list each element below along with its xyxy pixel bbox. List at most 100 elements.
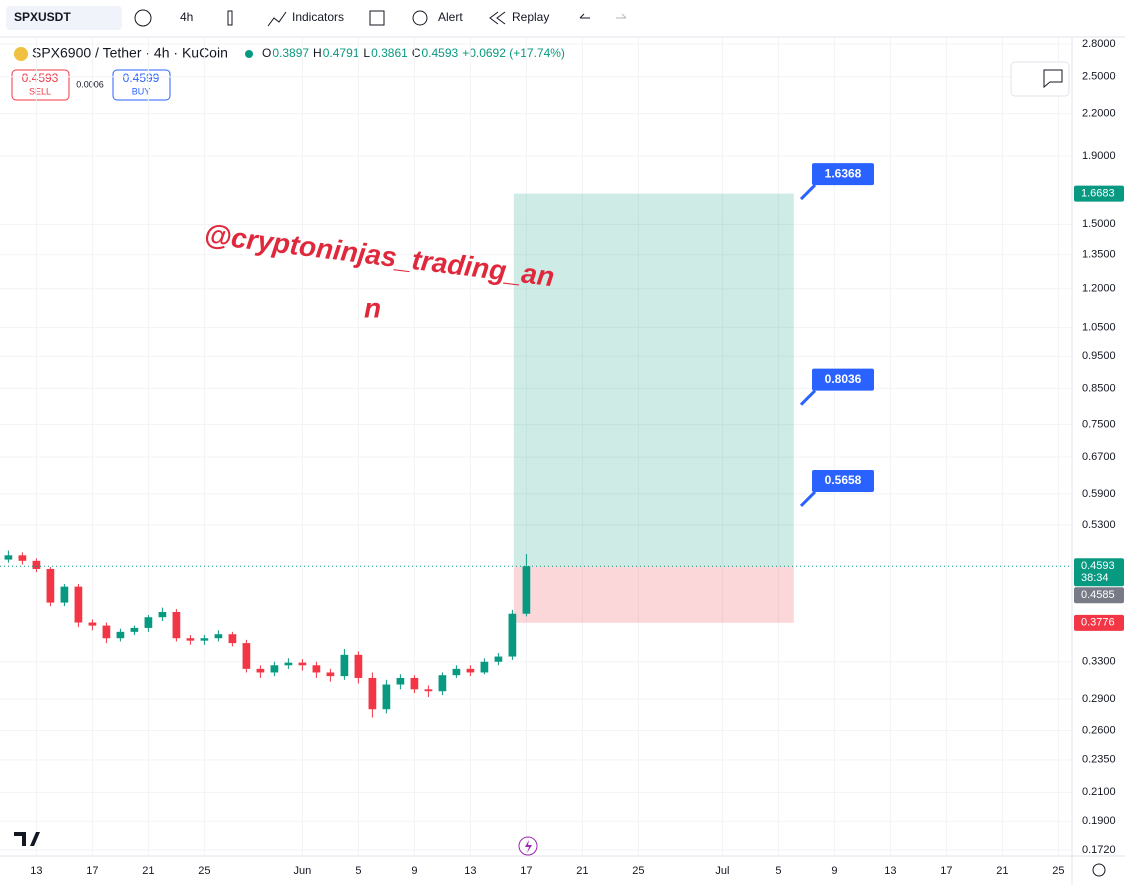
- settings-icon[interactable]: [1092, 863, 1106, 877]
- ohlc-value: 0.4593: [421, 46, 458, 60]
- lightning-icon[interactable]: [525, 840, 532, 853]
- candle-body: [284, 662, 293, 666]
- candle-body: [508, 613, 517, 657]
- watermark-line: n: [364, 292, 381, 323]
- sell-button[interactable]: [11, 69, 70, 101]
- ohlc-key: L: [363, 46, 370, 60]
- comment-icon[interactable]: [1043, 69, 1063, 89]
- candle-body: [74, 586, 83, 623]
- stop-price-label: 0.3776: [1081, 617, 1115, 629]
- last-price-label: 0.4593: [1081, 560, 1115, 572]
- plot: 2.8000 2.5000 2.2000 1.9000 1.5000 1.3500 1.20…: [0, 38, 1124, 877]
- candle-body: [396, 677, 405, 685]
- y-tick-label: 0.1900: [1082, 815, 1116, 827]
- legend: SPX6900 / Tether · 4h · KuCoin O 0.3897 H 0…: [14, 45, 565, 61]
- buy-button[interactable]: [112, 69, 171, 101]
- ohlc-key: C: [412, 46, 421, 60]
- legend-title: SPX6900 / Tether · 4h · KuCoin: [32, 45, 228, 61]
- status-dot: [245, 50, 253, 58]
- y-tick-label: 2.5000: [1082, 71, 1116, 83]
- y-tick-label: 1.9000: [1082, 150, 1116, 162]
- floating-widget: [14, 61, 1106, 877]
- layout-icon[interactable]: [369, 10, 385, 26]
- candle-body: [326, 672, 335, 677]
- candle-body: [354, 654, 363, 678]
- x-tick-label: 13: [884, 865, 896, 877]
- trade-buttons: 0.4593 SELL 0.0006 0.4599 BUY: [11, 69, 171, 101]
- chart-type-icon[interactable]: [227, 10, 233, 26]
- y-tick-label: 0.3300: [1082, 656, 1116, 668]
- y-tick-label: 1.0500: [1082, 321, 1116, 333]
- candle-body: [368, 677, 377, 710]
- candle-body: [452, 668, 461, 676]
- replay-icon[interactable]: [489, 11, 506, 25]
- x-tick-label: Jul: [715, 865, 729, 877]
- x-tick-label: 13: [464, 865, 476, 877]
- y-tick-label: 0.2600: [1082, 725, 1116, 737]
- alert-icon[interactable]: [412, 10, 428, 26]
- sell-label[interactable]: SELL: [29, 86, 51, 96]
- countdown: 38:34: [1081, 572, 1109, 584]
- candle-body: [130, 627, 139, 632]
- y-tick-label: 2.2000: [1082, 108, 1116, 120]
- candle-body: [522, 566, 531, 614]
- add-icon[interactable]: [134, 9, 152, 27]
- x-tick-label: 21: [142, 865, 154, 877]
- candle-body: [480, 661, 489, 673]
- symbol[interactable]: SPXUSDT: [14, 10, 71, 24]
- interval[interactable]: 4h: [180, 10, 193, 24]
- y-tick-label: 0.5300: [1082, 519, 1116, 531]
- candle-body: [312, 665, 321, 673]
- x-tick-label: 17: [940, 865, 952, 877]
- candle-body: [46, 568, 55, 603]
- candle-body: [32, 560, 41, 569]
- x-tick-label: 25: [1052, 865, 1064, 877]
- take-profit-zone: [513, 193, 794, 567]
- y-tick-label: 0.7500: [1082, 418, 1116, 430]
- prev-price-label: 0.4585: [1081, 589, 1115, 601]
- lightning-button[interactable]: [518, 836, 538, 856]
- candle-body: [382, 684, 391, 710]
- ohlc-key: O: [262, 46, 271, 60]
- candle-body: [410, 677, 419, 690]
- prev-price-label-bg: [1074, 587, 1124, 604]
- candle-body: [172, 612, 181, 639]
- callout-label: 0.8036: [825, 372, 862, 386]
- candle-body: [144, 617, 153, 628]
- sell-price[interactable]: 0.4593: [22, 71, 59, 85]
- indicators[interactable]: Indicators: [292, 10, 344, 24]
- x-tick-label: 17: [86, 865, 98, 877]
- drawing-toolbar[interactable]: [1010, 61, 1070, 97]
- y-tick-label: 0.2900: [1082, 693, 1116, 705]
- candle-body: [102, 625, 111, 639]
- candle-body: [88, 622, 97, 626]
- y-tick-label: 0.8500: [1082, 382, 1116, 394]
- candle-body: [494, 656, 503, 662]
- indicators-icon[interactable]: [267, 11, 287, 27]
- callout-pointer: [799, 389, 817, 406]
- candle-body: [270, 665, 279, 673]
- spread: 0.0006: [76, 79, 104, 89]
- candle-body: [424, 689, 433, 692]
- x-tick-label: 5: [355, 865, 361, 877]
- target-price-label: 1.6683: [1081, 188, 1115, 200]
- y-tick-label: 0.6700: [1082, 451, 1116, 463]
- undo[interactable]: [579, 13, 590, 19]
- toolbar: SPXUSDT 4h Indicators Alert Replay: [0, 6, 1125, 38]
- callout-label: 0.5658: [825, 473, 862, 487]
- redo[interactable]: [616, 13, 627, 19]
- stop-loss-zone: [513, 566, 794, 623]
- candle-body: [298, 662, 307, 666]
- candle-body: [158, 612, 167, 618]
- symbol-box[interactable]: [6, 6, 122, 30]
- candle-body: [242, 643, 251, 669]
- x-tick-label: 9: [411, 865, 417, 877]
- buy-label[interactable]: BUY: [132, 86, 151, 96]
- x-tick-label: 21: [576, 865, 588, 877]
- alert[interactable]: Alert: [438, 10, 463, 24]
- y-tick-label: 0.2350: [1082, 754, 1116, 766]
- buy-price[interactable]: 0.4599: [123, 71, 160, 85]
- replay[interactable]: Replay: [512, 10, 549, 24]
- x-tick-label: 9: [831, 865, 837, 877]
